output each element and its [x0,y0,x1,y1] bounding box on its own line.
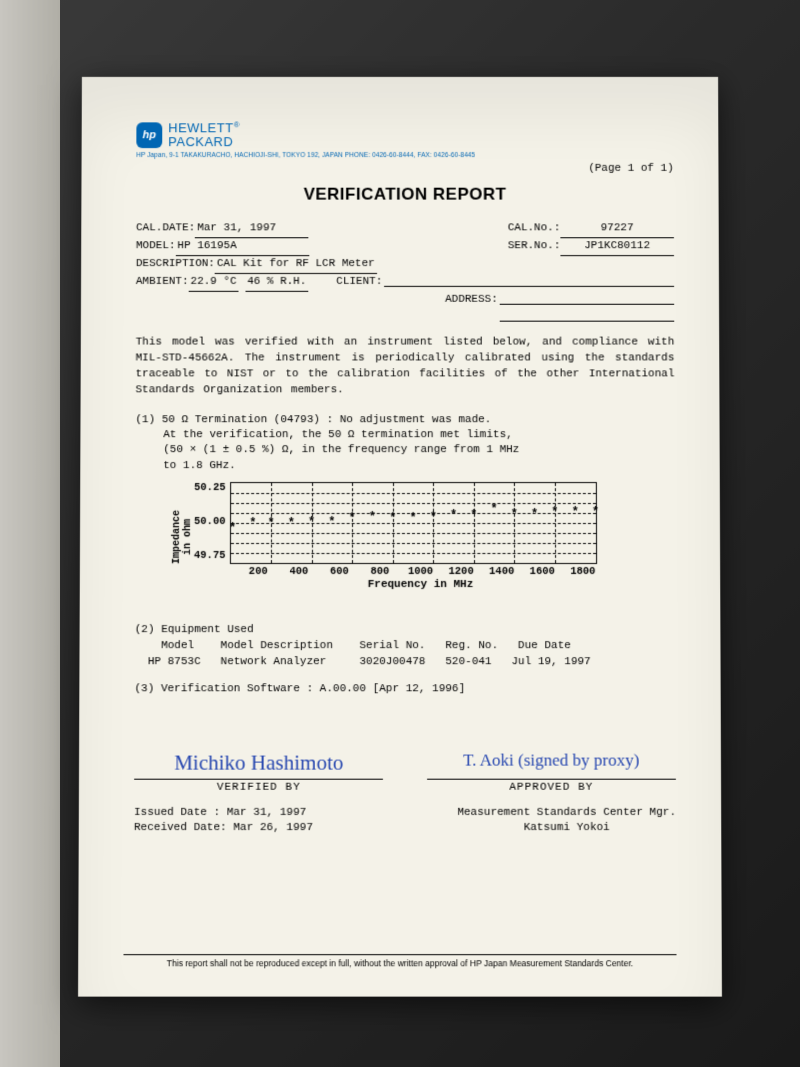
term-line4: to 1.8 GHz. [135,458,675,473]
page-number: (Page 1 of 1) [136,162,673,174]
mgr-title: Measurement Standards Center Mgr. [457,805,676,820]
term-line1: (1) 50 Ω Termination (04793) : No adjust… [135,412,674,427]
chart-point: * [369,509,376,523]
chart-point: * [267,516,274,530]
report-title: VERIFICATION REPORT [136,184,674,204]
chart-point: * [450,508,457,522]
chart-point: * [430,509,437,523]
issued-date: Issued Date : Mar 31, 1997 [134,805,313,820]
chart-yticks: 50.25 50.00 49.75 [194,482,230,562]
xtick: 200 [238,566,279,578]
verified-by: Michiko Hashimoto VERIFIED BY [134,750,383,793]
address-label: ADDRESS: [445,291,498,308]
chart-point: * [288,516,295,530]
chart-xticks: 20040060080010001200140016001800 [238,566,603,578]
impedance-chart: Impedancein ohm 50.25 50.00 49.75 ******… [170,482,675,591]
dates-left: Issued Date : Mar 31, 1997 Received Date… [134,805,313,836]
chart-plot-area: * * * * * * * * * * * * * * * * * * * [229,482,596,564]
approved-by: T. Aoki (signed by proxy) APPROVED BY [427,750,676,793]
chart-point: * [470,508,477,522]
received-date: Received Date: Mar 26, 1997 [134,821,313,837]
model-label: MODEL: [136,237,176,255]
ambient-rh: 46 % R.H. [245,273,308,291]
xtick: 800 [360,566,401,578]
ytick-2: 49.75 [194,550,226,562]
ser-no-value: JP1KC80112 [560,237,674,255]
ytick-1: 50.00 [194,516,226,528]
verified-signature: Michiko Hashimoto [134,750,383,779]
company-address: HP Japan, 9-1 TAKAKURACHO, HACHIOJI-SHI,… [136,151,673,158]
cal-no-label: CAL.No.: [508,220,561,238]
mgr-name: Katsumi Yokoi [457,821,676,837]
hp-line2: PACKARD [168,134,233,149]
chart-point: * [328,514,335,528]
xtick: 1200 [441,566,482,578]
xtick: 1400 [481,566,522,578]
chart-point: * [308,514,315,528]
termination-paragraph: (1) 50 Ω Termination (04793) : No adjust… [135,412,675,473]
verification-report-page: hp HEWLETT® PACKARD HP Japan, 9-1 TAKAKU… [78,76,722,996]
ambient-temp: 22.9 °C [188,273,238,291]
verified-caption: VERIFIED BY [134,781,383,793]
dates-block: Issued Date : Mar 31, 1997 Received Date… [134,805,676,836]
hp-reg: ® [234,120,240,129]
xtick: 1800 [563,566,604,578]
header-fields: CAL.DATE: Mar 31, 1997 CAL.No.: 97227 MO… [136,220,674,321]
hp-wordmark: HEWLETT® PACKARD [168,121,240,148]
equip-columns: Model Model Description Serial No. Reg. … [135,640,571,652]
xtick: 600 [319,566,360,578]
equip-header: (2) Equipment Used [135,624,254,636]
hp-icon: hp [136,122,162,148]
chart-point: * [551,504,558,518]
ytick-0: 50.25 [194,482,226,494]
chart-ylabel: Impedancein ohm [170,482,194,591]
approved-caption: APPROVED BY [427,781,676,793]
signature-block: Michiko Hashimoto VERIFIED BY T. Aoki (s… [134,750,676,793]
compliance-paragraph: This model was verified with an instrume… [135,335,674,398]
desc-value: CAL Kit for RF LCR Meter [215,255,377,273]
chart-point: * [349,511,356,525]
equipment-section: (2) Equipment Used Model Model Descripti… [135,607,676,671]
term-line2: At the verification, the 50 Ω terminatio… [135,428,674,443]
chart-point: * [249,516,256,530]
xtick: 1600 [522,566,563,578]
software-section: (3) Verification Software : A.00.00 [Apr… [134,683,675,695]
chart-xlabel: Frequency in MHz [238,579,603,591]
chart-point: * [409,511,416,525]
ser-no-label: SER.No.: [508,237,561,255]
company-logo: hp HEWLETT® PACKARD [136,121,673,148]
address-value1 [500,291,674,304]
dates-right: Measurement Standards Center Mgr. Katsum… [457,805,676,836]
cal-date-label: CAL.DATE: [136,220,195,238]
chart-point: * [592,504,599,518]
cal-no-value: 97227 [560,220,674,238]
chart-point: * [511,506,518,520]
chart-point: * [572,504,579,518]
xtick: 400 [278,566,319,578]
model-value: HP 16195A [175,237,309,255]
chart-point: * [389,511,396,525]
xtick: 1000 [400,566,441,578]
chart-point: * [531,506,538,520]
desc-label: DESCRIPTION: [136,255,215,273]
term-line3: (50 × (1 ± 0.5 %) Ω, in the frequency ra… [135,443,674,458]
chart-point: * [229,520,236,534]
ambient-label: AMBIENT: [136,273,189,291]
left-page-edge [0,0,60,1067]
client-value [384,273,674,286]
address-value2 [500,308,675,321]
client-label: CLIENT: [336,273,382,291]
cal-date-value: Mar 31, 1997 [195,220,309,238]
chart-point: * [490,501,497,515]
footer-notice: This report shall not be reproduced exce… [123,954,676,968]
hp-line1: HEWLETT [168,120,233,135]
equip-row: HP 8753C Network Analyzer 3020J00478 520… [135,656,591,668]
approved-signature: T. Aoki (signed by proxy) [427,750,676,779]
